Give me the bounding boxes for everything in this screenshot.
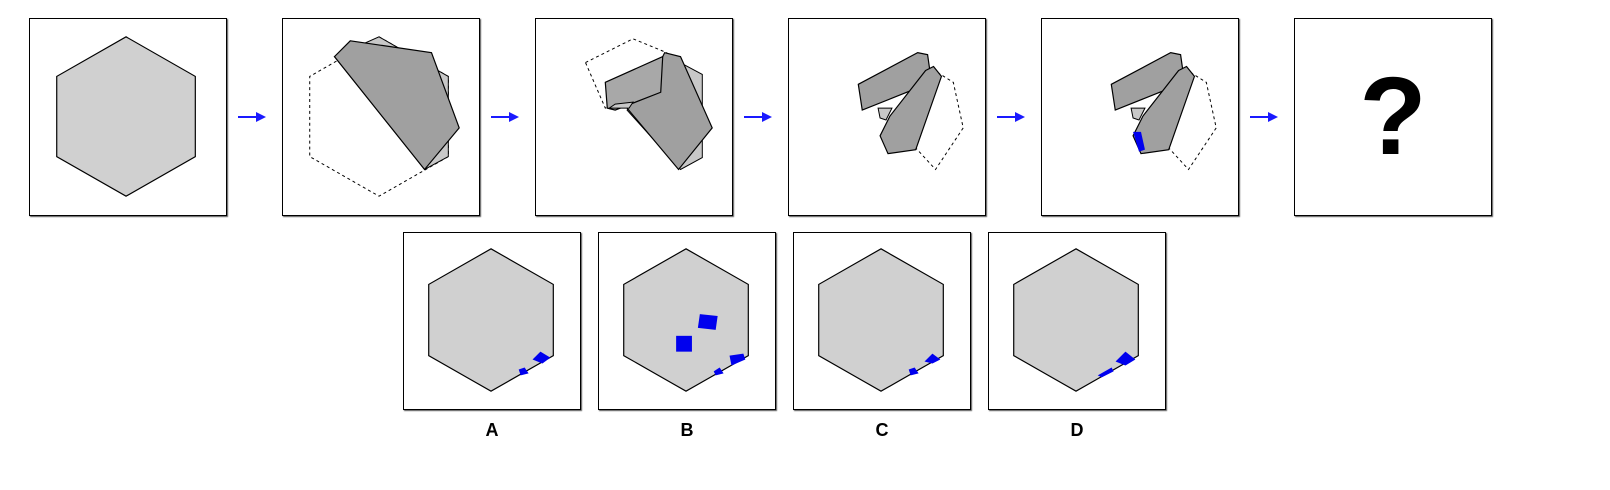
step-2-panel — [282, 18, 480, 216]
right-arrow-icon — [744, 112, 772, 122]
right-arrow-icon — [238, 112, 266, 122]
option-d-label[interactable]: D — [1070, 420, 1084, 440]
option-c-hexagon — [818, 248, 944, 392]
step-3-fold-diagram — [584, 38, 713, 171]
right-arrow-icon — [997, 112, 1025, 122]
option-b-panel[interactable] — [598, 232, 776, 410]
step-4-panel — [788, 18, 986, 216]
option-c-label[interactable]: C — [875, 420, 889, 440]
option-a-label[interactable]: A — [485, 420, 499, 440]
right-arrow-icon — [491, 112, 519, 122]
step-5-panel — [1041, 18, 1239, 216]
question-mark: ? — [1359, 55, 1427, 178]
step-2-fold-diagram — [309, 36, 460, 197]
step-1-panel — [29, 18, 227, 216]
option-b-hexagon — [623, 248, 749, 392]
step-1-hexagon — [56, 36, 196, 197]
option-a-panel[interactable] — [403, 232, 581, 410]
punched-hole — [1133, 131, 1145, 152]
option-b-label[interactable]: B — [680, 420, 694, 440]
step-3-panel — [535, 18, 733, 216]
step-5-punch-diagram — [1110, 52, 1217, 171]
option-c-panel[interactable] — [793, 232, 971, 410]
option-d-panel[interactable] — [988, 232, 1166, 410]
step-4-fold-diagram — [857, 52, 964, 171]
option-a-hexagon — [428, 248, 554, 392]
right-arrow-icon — [1250, 112, 1278, 122]
option-d-hexagon — [1013, 248, 1139, 392]
question-panel: ? — [1294, 18, 1492, 216]
